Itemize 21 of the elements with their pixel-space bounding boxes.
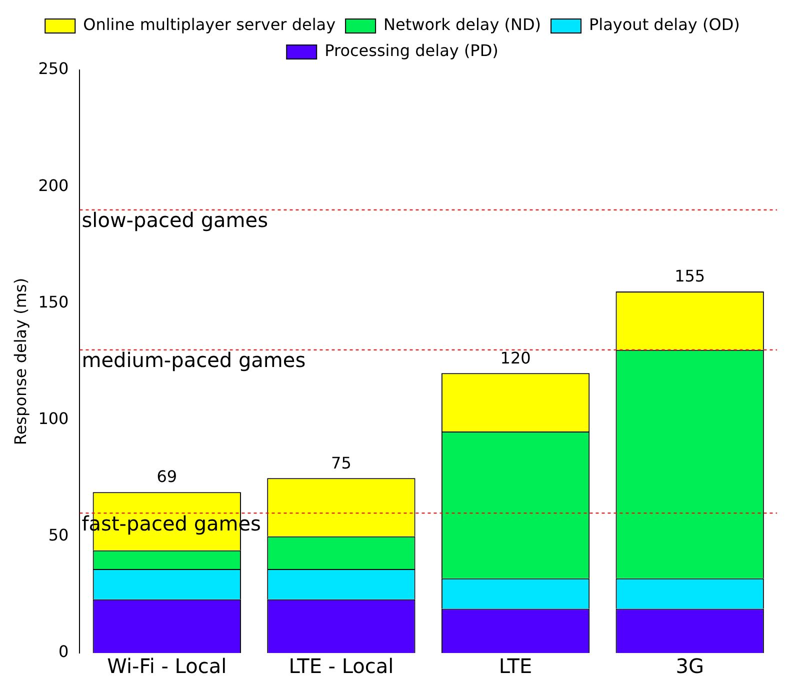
- legend-label: Playout delay (OD): [589, 15, 740, 34]
- legend-label: Processing delay (PD): [324, 41, 498, 60]
- legend-label: Network delay (ND): [384, 15, 542, 34]
- x-tick-label: Wi-Fi - Local: [107, 654, 227, 678]
- y-tick-label: 200: [38, 176, 69, 195]
- y-tick-label: 50: [48, 526, 69, 545]
- legend-label: Online multiplayer server delay: [83, 15, 336, 34]
- y-tick-label: 0: [58, 642, 69, 662]
- ref-line-label: medium-paced games: [82, 348, 306, 372]
- ref-line-label: slow-paced games: [82, 208, 268, 232]
- y-tick-label: 150: [38, 292, 69, 312]
- y-tick-label: 100: [38, 408, 69, 428]
- x-tick-label: 3G: [676, 654, 704, 678]
- x-tick-label: LTE - Local: [288, 654, 394, 678]
- total-label: 155: [674, 266, 706, 286]
- total-label: 75: [331, 453, 352, 472]
- total-label: 69: [156, 467, 178, 486]
- total-label: 120: [500, 348, 531, 368]
- y-tick-label: 250: [38, 59, 69, 78]
- y-axis-title: Response delay (ms): [10, 278, 30, 446]
- x-tick-label: LTE: [498, 654, 532, 678]
